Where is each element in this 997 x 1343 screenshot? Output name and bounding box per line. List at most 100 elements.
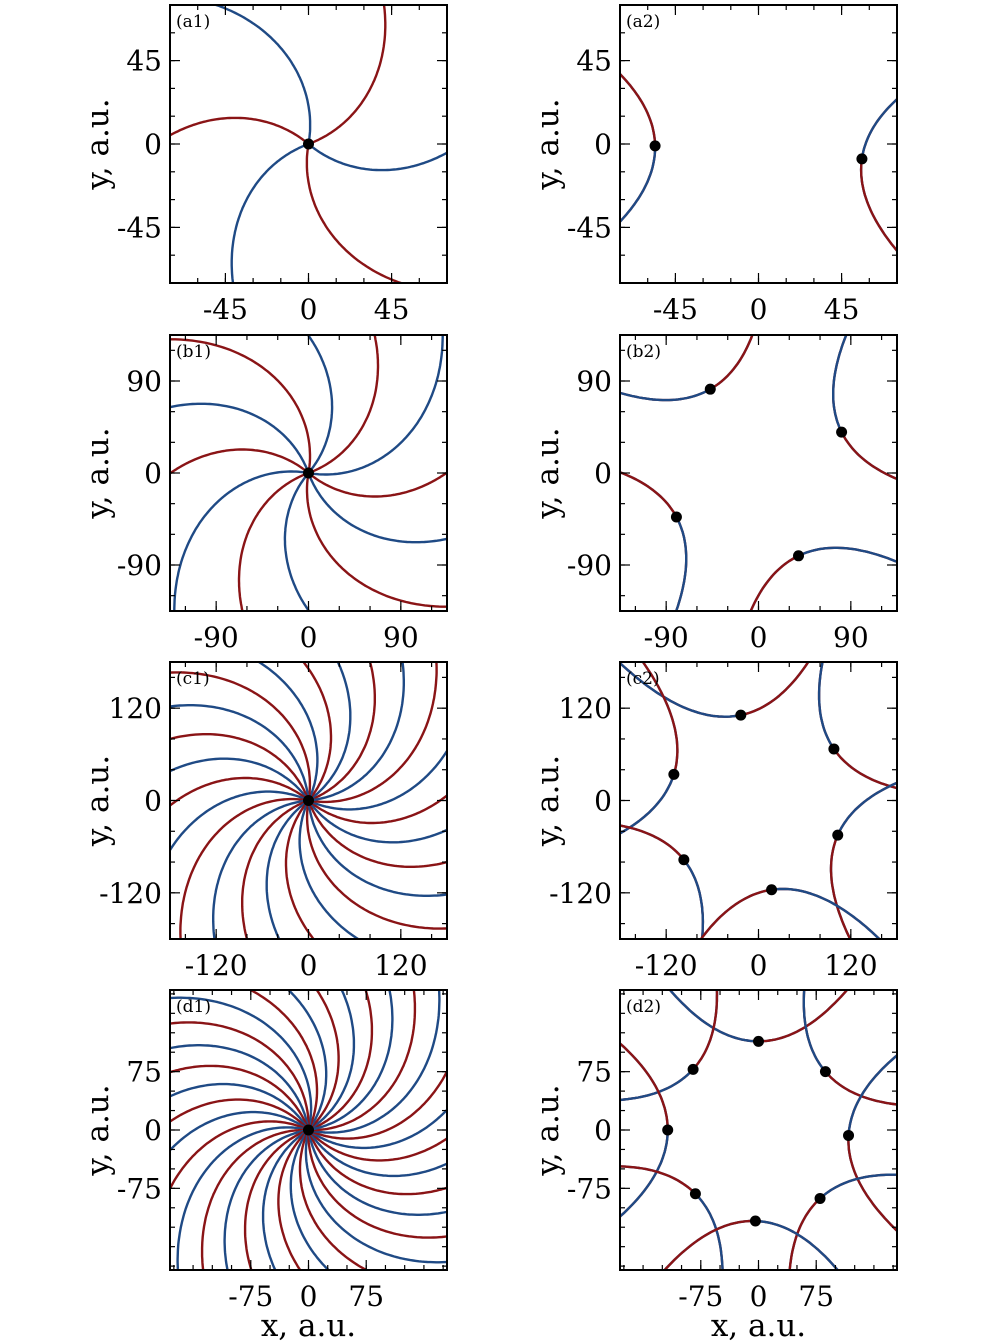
critical-point-node (828, 743, 840, 755)
branch-curve-blue (860, 97, 897, 160)
spiral-arm-curve-blue (307, 990, 441, 1134)
critical-point-node (836, 426, 848, 438)
y-tick-label: -90 (567, 549, 612, 582)
branch-curve-blue (620, 144, 657, 224)
spiral-arm-curve-red (170, 1021, 310, 1132)
spiral-arm-curve-red (170, 1120, 310, 1192)
branch-curve-blue (847, 1053, 897, 1137)
branch-curve-red (620, 1041, 669, 1132)
spiral-arm-curve-red (307, 990, 417, 1132)
critical-point-node (856, 153, 868, 165)
spiral-arm-curve-red (307, 5, 387, 146)
spiral-arm-curve-red (170, 448, 310, 475)
spiral-arm-curve-blue (298, 799, 361, 939)
spiral-arm-curve-red (170, 338, 312, 475)
spiral-arm-curve-red (307, 1068, 447, 1140)
y-tick-label: 0 (594, 785, 612, 818)
y-tick-label: 45 (126, 45, 162, 78)
panel-tag: (d1) (176, 997, 211, 1017)
curve-group (620, 335, 897, 611)
y-tick-label: 90 (126, 365, 162, 398)
plot-frame (619, 4, 898, 284)
spiral-arm-curve-red (179, 797, 310, 939)
spiral-arm-curve-blue (307, 990, 356, 1132)
spiral-arm-curve-red (170, 1064, 310, 1132)
spiral-arm-curve-blue (286, 990, 328, 1132)
plot-frame (619, 334, 898, 612)
y-axis-label: y, a.u. (530, 755, 566, 847)
spiral-arm-curve-blue (307, 748, 447, 811)
y-tick-label: 120 (109, 692, 162, 725)
y-tick-label: -75 (117, 1172, 162, 1205)
critical-point-node (814, 1192, 826, 1204)
spiral-arm-curve-red (305, 471, 447, 608)
critical-point-node (678, 854, 690, 866)
panel-tag: (b1) (176, 342, 211, 362)
branch-curve-red (832, 747, 897, 790)
y-tick-label: 90 (576, 365, 612, 398)
branch-curve-blue (620, 662, 742, 718)
x-tick-label: 90 (383, 621, 419, 654)
x-tick-label: 90 (833, 621, 869, 654)
chart-panel: -90 0 90 -90 0 90 (b1) y, a.u. (80, 334, 448, 654)
critical-point-node (689, 1188, 701, 1200)
branch-curve-blue (832, 335, 848, 434)
critical-point-node (793, 550, 805, 562)
branch-curve-red (699, 888, 773, 939)
branch-curve-red (620, 72, 657, 148)
curve-group (620, 990, 897, 1270)
y-tick-label: -45 (117, 211, 162, 244)
panel-tag: (a1) (176, 12, 210, 32)
branch-curve-red (663, 1219, 757, 1270)
x-axis-label: x, a.u. (261, 1308, 356, 1343)
spiral-arm-curve-blue (283, 471, 311, 611)
critical-point-node (766, 884, 778, 896)
y-tick-label: 0 (144, 1114, 162, 1147)
branch-curve-red (860, 97, 897, 160)
spiral-arm-curve-blue (170, 1044, 310, 1132)
y-tick-label: -120 (549, 877, 612, 910)
critical-point-node (735, 709, 747, 721)
branch-curve-red (757, 990, 849, 1043)
spiral-arm-curve-blue (265, 799, 310, 939)
y-tick-label: 45 (576, 45, 612, 78)
spiral-arm-curve-red (170, 116, 310, 146)
branch-curve-blue (674, 515, 688, 611)
branch-curve-blue (817, 662, 836, 751)
branch-curve-red (829, 833, 852, 939)
y-axis-label: y, a.u. (80, 427, 116, 519)
critical-point-node (843, 1129, 855, 1141)
x-tick-label: 45 (824, 293, 860, 326)
spiral-arm-curve-blue (256, 662, 319, 802)
critical-point-node (303, 467, 314, 479)
spiral-arm-curve-blue (170, 704, 310, 802)
spiral-arm-curve-red (170, 1098, 310, 1132)
branch-curve-blue (797, 546, 897, 564)
branch-curve-red (818, 1173, 897, 1200)
spiral-arm-curve-blue (170, 790, 310, 853)
branch-curve-red (739, 662, 810, 717)
spiral-arm-curve-blue (307, 662, 405, 802)
branch-curve-blue (824, 1070, 897, 1106)
curve-group (170, 5, 447, 283)
y-tick-label: 120 (559, 692, 612, 725)
spiral-arm-curve-blue (170, 996, 313, 1132)
spiral-arm-curve-red (170, 776, 310, 808)
x-tick-label: 0 (750, 621, 768, 654)
panel-tag: (c1) (176, 669, 210, 689)
branch-curve-blue (620, 1068, 695, 1102)
critical-point-node (832, 829, 844, 841)
branch-curve-red (641, 662, 679, 776)
y-tick-label: -120 (99, 877, 162, 910)
x-tick-label: 120 (374, 949, 427, 982)
branch-curve-blue (836, 781, 897, 837)
panel-tag: (a2) (626, 12, 660, 32)
branch-curve-red (788, 1197, 822, 1270)
y-axis-label: y, a.u. (530, 98, 566, 190)
spiral-arm-curve-blue (307, 662, 352, 802)
branch-curve-red (709, 335, 754, 391)
spiral-arm-curve-red (170, 671, 312, 802)
branch-curve-blue (682, 858, 705, 939)
spiral-arm-curve-blue (307, 1128, 447, 1178)
